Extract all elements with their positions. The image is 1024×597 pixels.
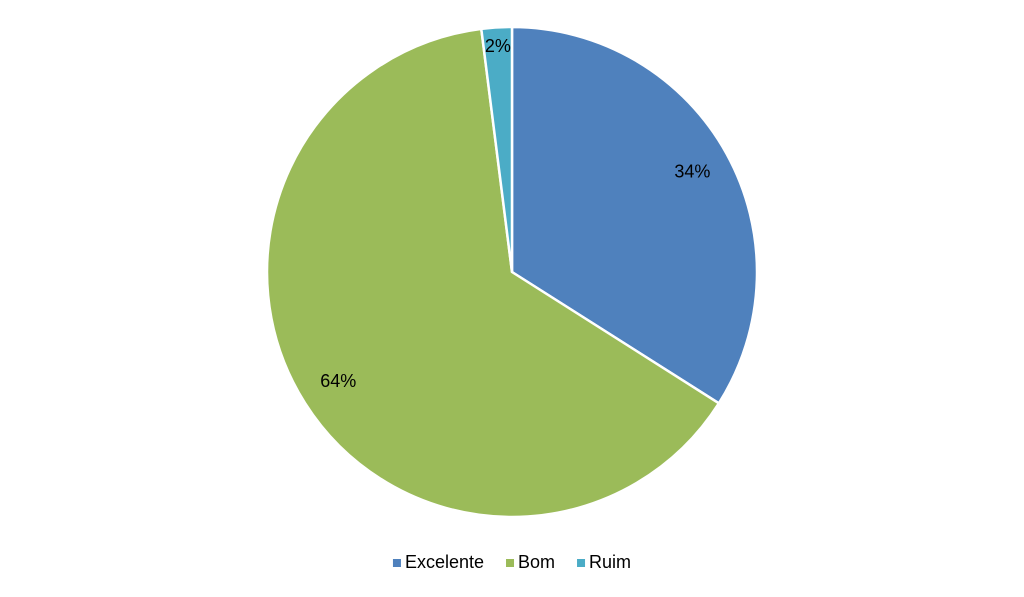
data-label: 64% — [320, 371, 356, 391]
legend-marker — [506, 559, 515, 567]
legend-label: Ruim — [589, 552, 631, 572]
legend-marker — [577, 559, 586, 567]
pie-slice — [479, 25, 514, 273]
data-label: 2% — [485, 36, 511, 56]
pie-slice — [510, 25, 759, 406]
legend-marker — [392, 559, 401, 567]
legend-label: Bom — [518, 552, 555, 572]
data-label: 34% — [674, 162, 710, 182]
legend-label: Excelente — [405, 552, 484, 572]
pie-slice — [265, 27, 721, 519]
